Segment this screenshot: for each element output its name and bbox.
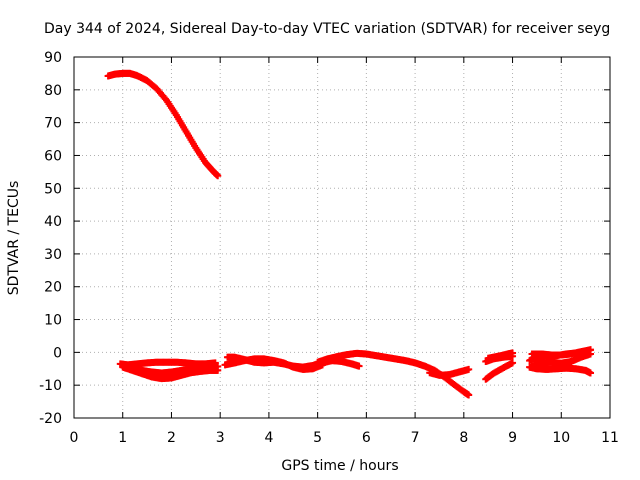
data-point: [465, 391, 473, 399]
data-point: [214, 362, 222, 370]
y-tick-label: 40: [44, 214, 62, 230]
y-tick-label: 30: [44, 247, 62, 263]
x-tick-label: 5: [313, 430, 322, 446]
data-point: [355, 362, 363, 370]
series-arc-6: [221, 355, 327, 373]
series-arc-8: [426, 365, 473, 379]
x-tick-label: 1: [118, 430, 127, 446]
axis-ticks: 0 1 2 3 4 5 6 7 8 9 10 11 -20 -10 0 10 20 30 40 50 60 70 80 90: [39, 50, 619, 446]
x-tick-label: 9: [508, 430, 517, 446]
data-point: [509, 349, 517, 357]
x-tick-label: 11: [601, 430, 619, 446]
y-tick-label: 90: [44, 50, 62, 66]
y-tick-label: 0: [53, 345, 62, 361]
x-tick-label: 3: [216, 430, 225, 446]
x-tick-label: 4: [264, 430, 273, 446]
y-tick-label: 50: [44, 181, 62, 197]
data-point: [509, 359, 517, 367]
data-point: [587, 350, 595, 358]
data-point: [465, 365, 473, 373]
y-tick-label: 60: [44, 148, 62, 164]
x-tick-label: 8: [459, 430, 468, 446]
y-tick-label: 70: [44, 116, 62, 132]
data-points: [104, 69, 595, 399]
series-arc-11: [484, 349, 517, 362]
y-axis-label: SDTVAR / TECUs: [6, 181, 22, 296]
series-arc-4: [119, 361, 222, 377]
y-tick-label: 80: [44, 83, 62, 99]
x-tick-label: 10: [552, 430, 570, 446]
grid: [74, 57, 610, 418]
x-tick-label: 7: [411, 430, 420, 446]
y-tick-label: -10: [39, 378, 62, 394]
series-arc-7: [314, 349, 473, 399]
series-arc-9: [482, 359, 517, 383]
series-arc-13: [526, 363, 595, 377]
series-arc-15: [530, 350, 595, 368]
series-arc-1: [104, 69, 222, 180]
chart-title: Day 344 of 2024, Sidereal Day-to-day VTE…: [44, 21, 610, 37]
plot-frame: [73, 56, 611, 419]
data-point: [214, 172, 222, 180]
x-tick-label: 2: [167, 430, 176, 446]
data-point: [587, 369, 595, 377]
x-tick-label: 0: [70, 430, 79, 446]
x-tick-label: 6: [362, 430, 371, 446]
y-tick-label: 10: [44, 313, 62, 329]
y-tick-label: -20: [39, 411, 62, 427]
x-axis-label: GPS time / hours: [281, 458, 398, 474]
y-tick-label: 20: [44, 280, 62, 296]
